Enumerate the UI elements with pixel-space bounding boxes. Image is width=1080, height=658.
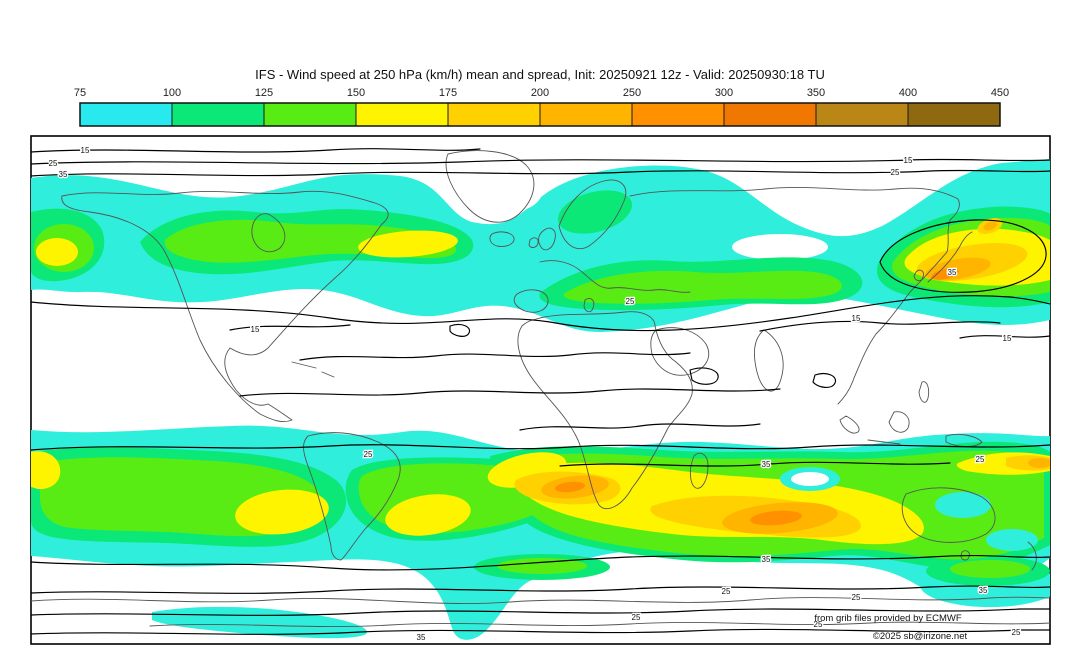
contour-label: 25: [364, 450, 373, 459]
coastline-oceania-antarctica: [31, 487, 1050, 628]
chart-title: IFS - Wind speed at 250 hPa (km/h) mean …: [255, 67, 825, 82]
indian-central-orange-core: [750, 510, 802, 526]
color-scale-segment: [263, 102, 357, 127]
attribution-copyright: ©2025 sb@irizone.net: [873, 631, 968, 642]
south-pacific-yellow: [235, 489, 329, 535]
contour-label: 15: [1003, 334, 1012, 343]
greenland-white-gap: [458, 170, 542, 214]
color-scale-tick: 400: [899, 87, 917, 99]
color-scale-tick: 75: [74, 87, 86, 99]
coastline-greenland-europe: [445, 150, 691, 313]
south-africa-white-gap: [791, 472, 829, 486]
color-scale-tick: 250: [623, 87, 641, 99]
contour-label: 35: [417, 633, 426, 642]
contour-label: 25: [1012, 628, 1021, 637]
color-scale-segment: [631, 102, 725, 127]
color-scale-tick: 350: [807, 87, 825, 99]
coastlines: [31, 150, 1050, 628]
contour-label: 25: [49, 159, 58, 168]
south-america-yellow: [385, 494, 471, 536]
color-scale-segment: [723, 102, 817, 127]
contour-label: 35: [762, 555, 771, 564]
spread-contours: [31, 148, 1050, 635]
color-scale-segment: [815, 102, 909, 127]
contour-label: 25: [976, 455, 985, 464]
central-asia-white-gap: [732, 234, 828, 260]
color-scale-tick: 300: [715, 87, 733, 99]
contour-label: 15: [904, 156, 913, 165]
contour-label: 35: [979, 586, 988, 595]
contour-label: 25: [814, 620, 823, 629]
indian-west-orange-core: [555, 481, 585, 493]
japan-orange-core: [931, 268, 959, 280]
color-scale-segment: [539, 102, 633, 127]
antarctic-chartreuse-right: [950, 560, 1030, 578]
contour-label: 35: [762, 460, 771, 469]
contour-label: 15: [852, 314, 861, 323]
color-scale-tick: 450: [991, 87, 1009, 99]
japan-ne-amber-spot: [983, 221, 997, 231]
north-pacific-yellow: [36, 238, 78, 266]
wind-speed-fills: [31, 159, 1050, 640]
contour-label: 15: [81, 146, 90, 155]
contour-label: 15: [251, 325, 260, 334]
color-scale-tick: 150: [347, 87, 365, 99]
asia-chartreuse: [563, 270, 842, 304]
antarctic-chartreuse-left: [497, 558, 587, 574]
attribution-source: from grib files provided by ECMWF: [814, 613, 961, 624]
tasman-amber-spot: [1028, 458, 1050, 468]
atlantic-yellow: [358, 230, 458, 258]
color-scale-segment: [355, 102, 449, 127]
contour-label: 25: [626, 297, 635, 306]
color-scale-segment: [447, 102, 541, 127]
australia-cyan-patch-1: [935, 492, 991, 518]
contour-label: 25: [722, 587, 731, 596]
contour-label: 35: [59, 170, 68, 179]
color-scale-tick: 125: [255, 87, 273, 99]
color-scale-tick: 175: [439, 87, 457, 99]
south-pacific-left-yellow: [31, 451, 61, 490]
contour-label: 25: [632, 613, 641, 622]
color-scale-legend: 75 100 125 150 175 200 250 300 350 400 450: [74, 87, 1009, 127]
coastline-africa: [517, 311, 710, 510]
contour-label: 35: [948, 268, 957, 277]
color-scale-border: [79, 102, 1001, 127]
contour-label: 25: [891, 168, 900, 177]
color-scale-segment: [79, 102, 173, 127]
color-scale-segment: [907, 102, 1001, 127]
color-scale-tick: 200: [531, 87, 549, 99]
color-scale-segment: [171, 102, 265, 127]
north-europe-green: [557, 190, 633, 234]
coastline-americas: [61, 190, 401, 561]
color-scale-tick: 100: [163, 87, 181, 99]
contour-label: 25: [852, 593, 861, 602]
australia-cyan-patch-2: [986, 529, 1038, 551]
spread-contour-lines: [31, 148, 1050, 635]
